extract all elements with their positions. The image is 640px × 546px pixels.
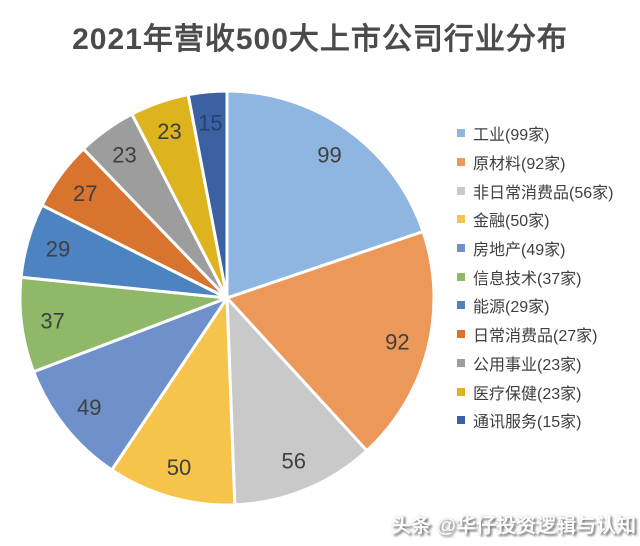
legend-label: 原材料(92家) bbox=[473, 156, 566, 174]
legend-item-5: 房地产(49家) bbox=[457, 234, 639, 263]
legend-label: 工业(99家) bbox=[473, 127, 550, 145]
legend-swatch-icon bbox=[457, 244, 465, 253]
pie-slice-5 bbox=[32, 296, 229, 472]
legend: 工业(99家) 原材料(92家) 非日常消费品(56家) 金融(50家) 房地产(49家… bbox=[457, 119, 639, 435]
legend-item-11: 通讯服务(15家) bbox=[457, 406, 639, 435]
legend-item-7: 能源(29家) bbox=[457, 291, 639, 320]
legend-swatch-icon bbox=[457, 129, 465, 138]
pie-slice-3 bbox=[225, 296, 369, 507]
watermark: 头条 @华仔投资逻辑与认知 bbox=[390, 515, 636, 537]
slice-value-label-9: 23 bbox=[112, 143, 136, 168]
legend-swatch-icon bbox=[457, 215, 465, 224]
legend-item-1: 工业(99家) bbox=[457, 119, 639, 148]
pie-slice-2 bbox=[225, 230, 436, 453]
legend-swatch-icon bbox=[457, 272, 465, 281]
legend-label: 医疗保健(23家) bbox=[473, 385, 582, 403]
legend-swatch-icon bbox=[457, 416, 465, 425]
legend-swatch-icon bbox=[457, 358, 465, 367]
legend-item-2: 原材料(92家) bbox=[457, 148, 639, 177]
legend-label: 日常消费品(27家) bbox=[473, 328, 598, 346]
slice-value-label-1: 99 bbox=[317, 143, 341, 168]
slice-value-label-7: 29 bbox=[46, 236, 70, 261]
legend-label: 信息技术(37家) bbox=[473, 270, 582, 288]
legend-swatch-icon bbox=[457, 330, 465, 339]
legend-item-10: 医疗保健(23家) bbox=[457, 377, 639, 406]
legend-swatch-icon bbox=[457, 387, 465, 396]
slice-value-label-3: 56 bbox=[282, 448, 306, 473]
legend-item-3: 非日常消费品(56家) bbox=[457, 176, 639, 205]
legend-swatch-icon bbox=[457, 301, 465, 310]
slice-value-label-2: 92 bbox=[385, 329, 409, 354]
legend-label: 房地产(49家) bbox=[473, 242, 566, 260]
pie-slice-1 bbox=[225, 89, 425, 300]
chart-title: 2021年营收500大上市公司行业分布 bbox=[72, 23, 568, 56]
legend-item-4: 金融(50家) bbox=[457, 205, 639, 234]
pie-chart: 99 92 56 50 49 37 29 27 23 23 15 bbox=[18, 89, 436, 507]
legend-swatch-icon bbox=[457, 186, 465, 195]
legend-item-9: 公用事业(23家) bbox=[457, 349, 639, 378]
pie-slice-11 bbox=[186, 89, 229, 300]
slice-value-label-6: 37 bbox=[40, 309, 64, 334]
legend-item-8: 日常消费品(27家) bbox=[457, 320, 639, 349]
legend-label: 非日常消费品(56家) bbox=[473, 184, 614, 202]
slice-value-label-5: 49 bbox=[77, 395, 101, 420]
legend-label: 能源(29家) bbox=[473, 299, 550, 317]
slice-value-label-10: 23 bbox=[157, 119, 181, 144]
slice-value-label-11: 15 bbox=[198, 110, 222, 135]
slice-value-label-8: 27 bbox=[73, 181, 97, 206]
legend-label: 金融(50家) bbox=[473, 213, 550, 231]
legend-item-6: 信息技术(37家) bbox=[457, 262, 639, 291]
legend-swatch-icon bbox=[457, 158, 465, 167]
pie-slice-6 bbox=[18, 275, 229, 374]
slice-value-label-4: 50 bbox=[167, 455, 191, 480]
pie-slice-4 bbox=[110, 296, 237, 507]
pie-chart-area: 99 92 56 50 49 37 29 27 23 23 15 bbox=[0, 80, 450, 520]
legend-label: 通讯服务(15家) bbox=[473, 414, 582, 432]
legend-label: 公用事业(23家) bbox=[473, 356, 582, 374]
